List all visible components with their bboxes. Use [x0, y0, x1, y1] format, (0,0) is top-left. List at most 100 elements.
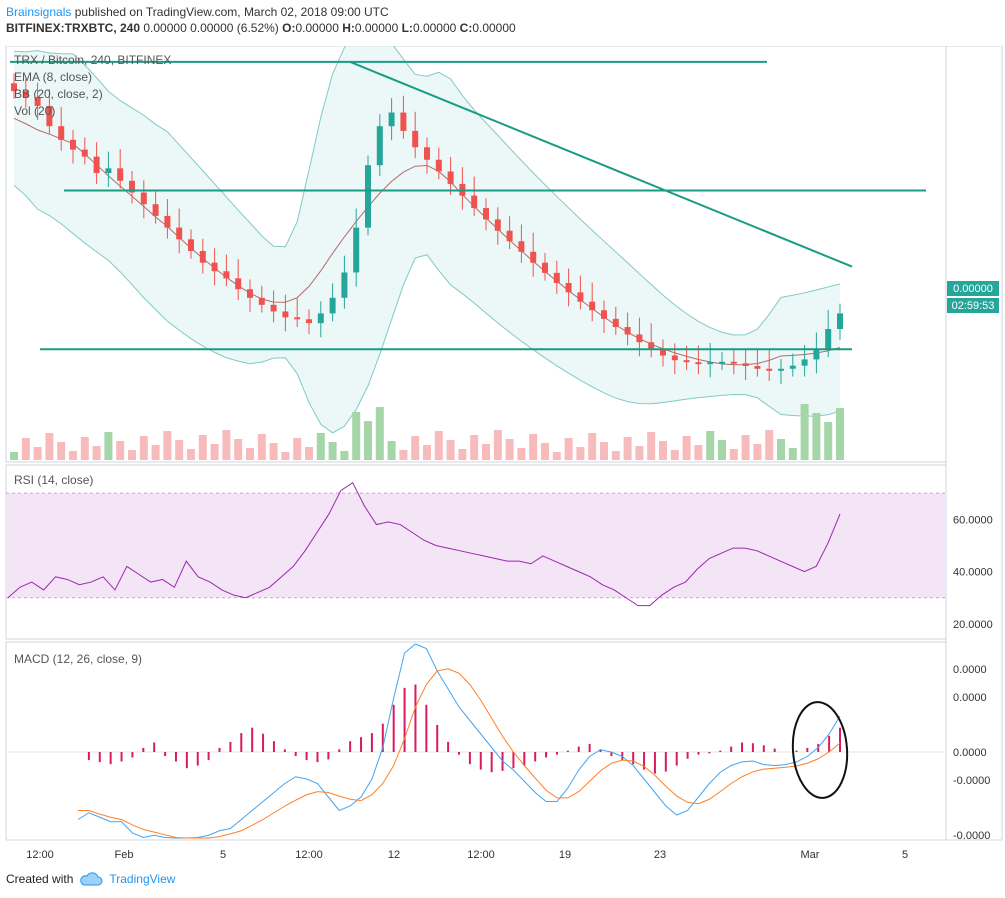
candle-body: [660, 349, 666, 356]
candle-body: [46, 105, 53, 127]
volume-bar: [222, 430, 231, 460]
legend-volume: Vol (20): [14, 104, 55, 118]
signal-line: [78, 668, 841, 839]
candle-body: [601, 310, 607, 319]
chart-frame[interactable]: 60.0000 40.0000 20.0000 0.0000 0.0000 0.0000 -…: [0, 27, 1005, 861]
volume-bar: [175, 440, 184, 460]
candle-body: [176, 227, 183, 240]
candle-body: [81, 149, 88, 157]
candle-body: [365, 165, 371, 228]
volume-bar: [198, 435, 207, 460]
candle-body: [152, 204, 159, 216]
candle-body: [105, 168, 112, 173]
macd-line: [77, 643, 841, 839]
candle-body: [424, 147, 430, 160]
candle-body: [612, 318, 619, 328]
candle-body: [140, 192, 147, 205]
volume-bar: [21, 438, 30, 460]
time-axis-label: 19: [559, 849, 571, 858]
volume-bar: [33, 447, 42, 460]
volume-bar: [694, 445, 703, 460]
volume-bar: [635, 446, 644, 460]
volume-bar: [328, 442, 337, 460]
volume-bar: [151, 445, 160, 460]
volume-bar: [729, 449, 738, 460]
volume-bar: [139, 436, 148, 460]
volume-bar: [541, 443, 549, 460]
open-value: 0.00000: [295, 21, 339, 35]
volume-bar: [718, 440, 726, 460]
symbol-line: BITFINEX:TRXBTC, 240 0.00000 0.00000 (6.…: [6, 21, 516, 35]
volume-bar: [411, 436, 420, 460]
rsi-axis-label: 60.0000: [953, 514, 993, 526]
author-link[interactable]: Brainsignals: [6, 5, 72, 19]
trend-lines[interactable]: [10, 60, 926, 351]
volume-bar: [340, 451, 349, 460]
candle-body: [754, 366, 761, 369]
candle-body: [400, 112, 407, 131]
volume-bar: [305, 447, 313, 460]
candle-body: [235, 278, 242, 290]
publish-header: Brainsignals published on TradingView.co…: [6, 4, 516, 36]
volume-bar: [706, 431, 715, 460]
bb-upper-line: [13, 27, 841, 336]
volume-bar: [753, 444, 762, 460]
footer: Created with TradingView: [6, 872, 175, 886]
candle-body: [11, 83, 17, 92]
candle-body: [683, 360, 690, 363]
chart-svg[interactable]: 60.0000 40.0000 20.0000 0.0000 0.0000 0.0000 -…: [0, 27, 1005, 861]
candle-body: [789, 365, 796, 369]
candle-body: [93, 156, 100, 173]
bb-lower-line: [13, 184, 841, 434]
candle-body: [801, 359, 808, 366]
candle-body: [270, 304, 277, 312]
candle-body: [671, 355, 678, 361]
candle-body: [412, 130, 419, 148]
bb-fill: [14, 27, 840, 433]
candle-body: [353, 227, 360, 273]
volume-bar: [670, 450, 679, 460]
volume-bar: [45, 433, 54, 460]
downtrend-line: [349, 60, 853, 268]
candle-body: [376, 126, 383, 166]
candle-body: [471, 195, 478, 209]
candle-body: [70, 139, 76, 150]
circle-annotation: [791, 701, 849, 799]
price-axis[interactable]: [945, 45, 1003, 841]
cloud-icon: [80, 872, 103, 886]
candle-body: [577, 292, 584, 302]
volume-bar: [163, 431, 172, 460]
volume-bar: [824, 422, 833, 460]
time-axis-label: 12:00: [295, 849, 323, 858]
volume-bar: [529, 434, 538, 460]
volume-bar: [836, 408, 844, 460]
candle-body: [542, 262, 548, 273]
volume-bar: [281, 452, 290, 460]
volume-bar: [505, 439, 514, 460]
volume-bar: [364, 421, 372, 460]
macd-axis-label: -0.0000: [953, 830, 990, 842]
countdown-text: 02:59:53: [952, 300, 995, 312]
volume-bar: [104, 432, 113, 460]
macd-pane[interactable]: [5, 641, 947, 841]
rsi-line: [7, 481, 841, 607]
candle-body: [341, 272, 348, 298]
volume-bar: [375, 407, 384, 460]
created-with-label: Created with: [6, 872, 74, 886]
legend-ema: EMA (8, close): [14, 70, 92, 84]
high-value: 0.00000: [354, 21, 399, 35]
candle-body: [22, 91, 29, 97]
volume-bar: [128, 450, 136, 460]
tradingview-link[interactable]: TradingView: [109, 872, 176, 886]
volume-bar: [611, 451, 620, 460]
legend-rsi: RSI (14, close): [14, 473, 93, 487]
quote-change: 0.00000 0.00000 (6.52%): [143, 21, 279, 35]
time-axis-label: 12: [388, 849, 400, 858]
time-axis-label: 5: [902, 849, 908, 858]
volume-bar: [446, 440, 455, 460]
volume-bar: [682, 436, 691, 460]
volume-bar: [187, 449, 195, 460]
candle-body: [447, 171, 454, 184]
candle-body: [117, 168, 124, 181]
volume-bar: [352, 412, 361, 460]
